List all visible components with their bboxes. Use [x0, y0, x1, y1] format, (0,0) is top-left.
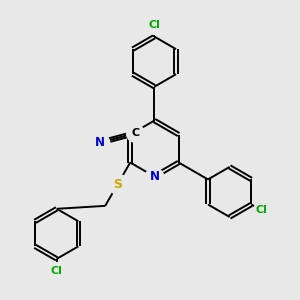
Text: Cl: Cl	[256, 206, 268, 215]
Text: Cl: Cl	[148, 20, 160, 30]
Text: N: N	[149, 170, 159, 183]
Text: N: N	[95, 136, 105, 149]
Text: S: S	[113, 178, 122, 191]
Text: Cl: Cl	[51, 266, 63, 276]
Text: C: C	[131, 128, 140, 138]
